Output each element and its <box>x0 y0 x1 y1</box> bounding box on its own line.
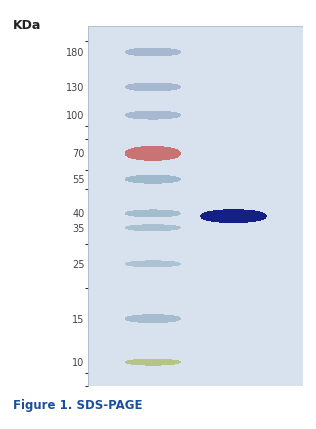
Text: Figure 1. SDS-PAGE: Figure 1. SDS-PAGE <box>13 399 142 412</box>
Text: KDa: KDa <box>13 19 41 32</box>
